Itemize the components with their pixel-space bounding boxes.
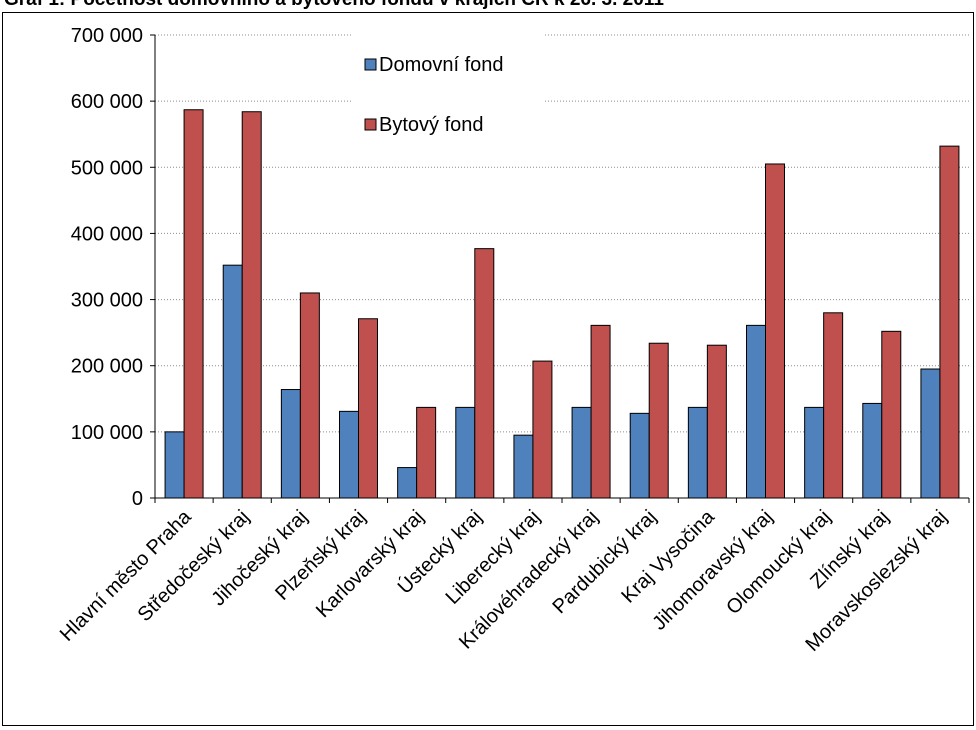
- bar-domovni: [455, 406, 476, 499]
- legend-swatch: [364, 58, 377, 71]
- legend-box: [353, 29, 543, 141]
- bar-bytovy: [358, 318, 378, 499]
- chart-title: Graf 1: Početnost domovního a bytového f…: [0, 0, 976, 12]
- y-tick-label: 400 000: [71, 223, 143, 245]
- bar-bytovy: [765, 163, 785, 499]
- bar-bytovy: [183, 109, 204, 499]
- bars: [164, 109, 960, 499]
- y-tick-label: 100 000: [71, 422, 143, 444]
- axes: [150, 34, 970, 503]
- chart-frame: 0 100 000 200 000 300 000 400 000 500 000 600 …: [2, 12, 974, 726]
- bar-domovni: [920, 368, 941, 499]
- x-tick-label: Pardubický kraj: [549, 506, 661, 618]
- bar-domovni: [280, 389, 301, 499]
- bar-domovni: [164, 431, 185, 499]
- bar-domovni: [804, 406, 825, 499]
- x-tick-label: Karlovarský kraj: [312, 506, 428, 622]
- bar-bytovy: [241, 111, 262, 499]
- y-tick-label: 700 000: [71, 25, 143, 47]
- gridlines: [155, 34, 969, 433]
- bar-bytovy: [532, 360, 553, 499]
- bar-bytovy: [648, 342, 669, 499]
- bar-bytovy: [474, 248, 495, 499]
- bar-bytovy: [881, 330, 902, 499]
- bar-domovni: [571, 406, 592, 499]
- y-tick-label: 200 000: [71, 356, 143, 378]
- bar-bytovy: [823, 312, 844, 499]
- bar-domovni: [397, 467, 418, 499]
- bar-bytovy: [706, 344, 727, 499]
- bar-bytovy: [299, 292, 320, 499]
- y-tick-label: 600 000: [71, 91, 143, 113]
- y-tick-labels: 0 100 000 200 000 300 000 400 000 500 000 600 …: [71, 25, 143, 510]
- legend-swatch: [364, 118, 377, 131]
- bar-bytovy: [939, 145, 960, 499]
- bar-domovni: [862, 402, 883, 499]
- legend-label: Domovní fond: [379, 54, 504, 76]
- y-tick-label: 0: [132, 488, 143, 510]
- bar-domovni: [339, 410, 359, 499]
- bar-domovni: [746, 324, 766, 499]
- bar-bytovy: [416, 406, 437, 499]
- legend-label: Bytový fond: [379, 114, 484, 136]
- x-tick-label: Olomoucký kraj: [722, 506, 835, 619]
- bar-bytovy: [590, 324, 611, 499]
- y-tick-label: 300 000: [71, 290, 143, 312]
- y-tick-label: 500 000: [71, 157, 143, 179]
- bar-domovni: [629, 412, 650, 499]
- bar-domovni: [222, 264, 243, 499]
- bar-chart: 0 100 000 200 000 300 000 400 000 500 000 600 …: [56, 25, 970, 656]
- legend: Domovní fond Bytový fond: [353, 29, 543, 141]
- bar-domovni: [513, 434, 534, 499]
- bar-domovni: [687, 406, 708, 499]
